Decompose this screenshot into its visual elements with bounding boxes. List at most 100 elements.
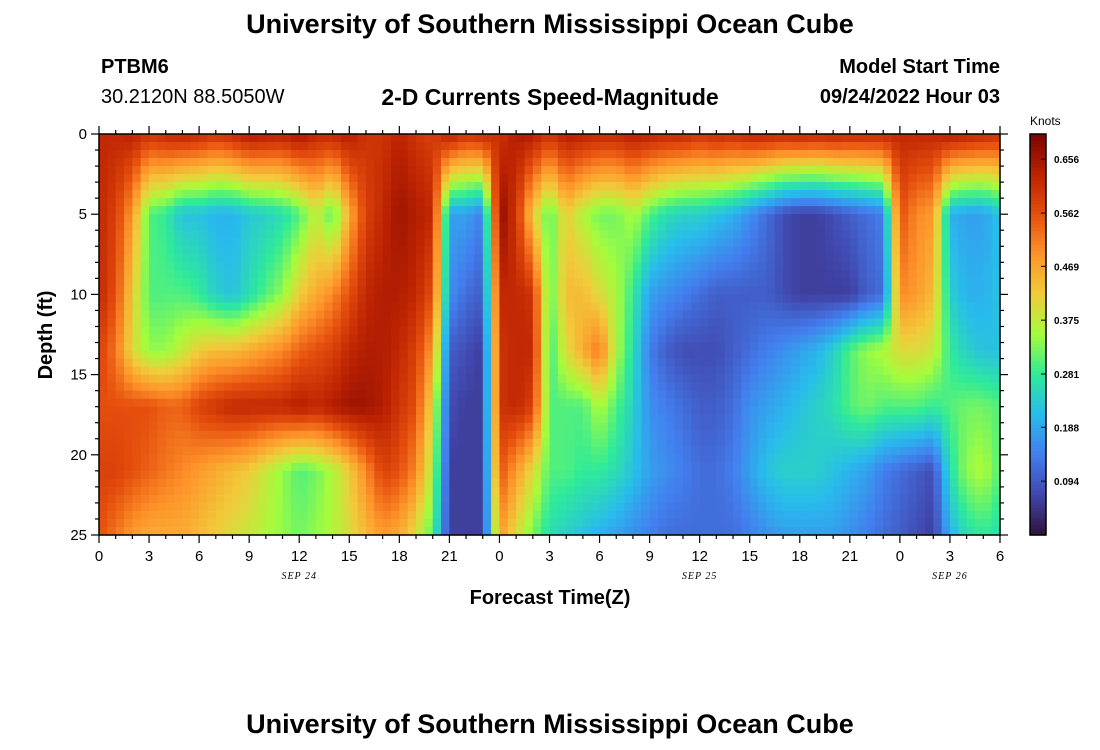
heatmap-cell	[282, 502, 292, 512]
heatmap-cell	[791, 206, 801, 215]
heatmap-cell	[315, 422, 325, 432]
heatmap-cell	[182, 286, 192, 295]
heatmap-cell	[507, 278, 517, 287]
heatmap-cell	[207, 182, 217, 191]
heatmap-cell	[474, 462, 484, 472]
heatmap-cell	[416, 302, 425, 312]
heatmap-cell	[290, 254, 300, 263]
heatmap-cell	[99, 350, 108, 360]
heatmap-cell	[799, 278, 809, 287]
heatmap-cell	[224, 326, 234, 336]
heatmap-cell	[566, 454, 576, 464]
heatmap-cell	[432, 366, 442, 376]
heatmap-cell	[641, 246, 651, 255]
heatmap-cell	[365, 398, 375, 408]
heatmap-cell	[657, 174, 667, 183]
heatmap-cell	[741, 446, 751, 456]
heatmap-cell	[432, 350, 442, 360]
heatmap-cell	[933, 238, 943, 247]
heatmap-cell	[674, 246, 684, 255]
heatmap-cell	[733, 254, 742, 263]
heatmap-cell	[916, 238, 926, 247]
heatmap-cell	[908, 430, 918, 440]
heatmap-cell	[524, 214, 534, 223]
heatmap-cell	[691, 142, 701, 151]
heatmap-cell	[966, 374, 976, 384]
heatmap-cell	[716, 206, 726, 215]
heatmap-cell	[983, 150, 993, 159]
heatmap-cell	[966, 494, 976, 504]
heatmap-cell	[349, 454, 359, 464]
heatmap-cell	[174, 446, 184, 456]
heatmap-cell	[499, 454, 509, 464]
heatmap-cell	[115, 310, 125, 320]
heatmap-cell	[916, 270, 926, 279]
heatmap-cell	[991, 254, 1001, 263]
heatmap-cell	[874, 366, 884, 376]
heatmap-cell	[799, 294, 809, 304]
heatmap-cell	[532, 446, 542, 456]
heatmap-cell	[949, 454, 959, 464]
heatmap-cell	[816, 166, 826, 175]
heatmap-cell	[516, 190, 526, 199]
heatmap-cell	[899, 214, 909, 223]
heatmap-cell	[449, 366, 459, 376]
heatmap-cell	[207, 150, 217, 159]
heatmap-cell	[724, 270, 734, 279]
heatmap-cell	[891, 278, 901, 287]
heatmap-cell	[441, 190, 450, 199]
heatmap-cell	[899, 334, 909, 344]
heatmap-cell	[908, 350, 918, 360]
heatmap-cell	[766, 494, 776, 504]
heatmap-cell	[591, 358, 601, 368]
heatmap-cell	[657, 406, 667, 416]
heatmap-cell	[774, 238, 784, 247]
heatmap-cell	[766, 358, 776, 368]
heatmap-cell	[499, 206, 509, 215]
heatmap-cell	[424, 294, 434, 304]
heatmap-cell	[916, 190, 926, 199]
heatmap-cell	[983, 190, 993, 199]
heatmap-cell	[674, 262, 684, 271]
heatmap-cell	[165, 222, 175, 231]
heatmap-cell	[883, 198, 893, 207]
heatmap-cell	[624, 174, 634, 183]
heatmap-cell	[107, 478, 117, 488]
heatmap-cell	[441, 302, 450, 312]
heatmap-cell	[783, 182, 793, 191]
heatmap-cell	[157, 446, 167, 456]
heatmap-cell	[766, 326, 776, 336]
heatmap-cell	[424, 302, 434, 312]
heatmap-cell	[941, 462, 951, 472]
heatmap-cell	[733, 278, 742, 287]
heatmap-cell	[349, 262, 359, 271]
heatmap-cell	[966, 254, 976, 263]
heatmap-cell	[582, 158, 592, 167]
heatmap-cell	[207, 326, 217, 336]
heatmap-cell	[624, 462, 634, 472]
heatmap-cell	[157, 470, 167, 480]
heatmap-cell	[357, 302, 367, 312]
heatmap-cell	[808, 454, 818, 464]
heatmap-cell	[791, 454, 801, 464]
heatmap-cell	[783, 414, 793, 424]
heatmap-cell	[666, 310, 676, 320]
heatmap-cell	[99, 214, 108, 223]
heatmap-cell	[499, 366, 509, 376]
heatmap-cell	[491, 486, 501, 496]
heatmap-cell	[666, 198, 676, 207]
heatmap-cell	[724, 422, 734, 432]
heatmap-cell	[315, 246, 325, 255]
heatmap-cell	[357, 446, 367, 456]
heatmap-cell	[265, 318, 275, 328]
heatmap-cell	[157, 294, 167, 304]
heatmap-cell	[174, 142, 184, 151]
heatmap-cell	[591, 334, 601, 344]
heatmap-cell	[774, 478, 784, 488]
heatmap-cell	[541, 222, 551, 231]
heatmap-cell	[365, 206, 375, 215]
heatmap-cell	[699, 230, 709, 239]
heatmap-cell	[991, 390, 1001, 400]
heatmap-cell	[908, 326, 918, 336]
heatmap-cell	[457, 310, 467, 320]
